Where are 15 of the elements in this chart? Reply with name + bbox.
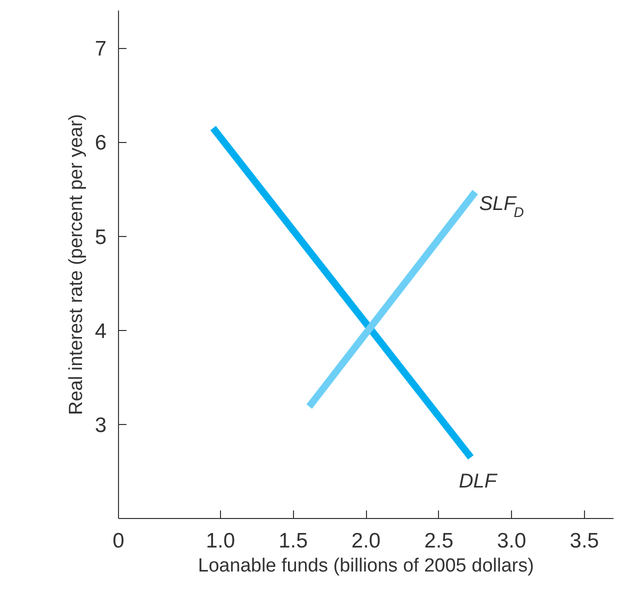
x-tick-label: 3.0 (496, 530, 526, 552)
x-axis-title: Loanable funds (billions of 2005 dollars) (198, 556, 534, 576)
y-tick-label: 7 (94, 38, 107, 61)
x-tick-label: 3.5 (570, 530, 599, 552)
y-tick-label: 5 (94, 226, 107, 249)
y-tick-label: 6 (94, 132, 107, 155)
x-tick-label: 0 (112, 530, 124, 552)
y-tick-label: 3 (94, 414, 107, 437)
x-tick-label: 2.0 (351, 530, 381, 552)
y-axis-title: Real interest rate (percent per year) (66, 114, 87, 415)
x-tick-label: 1.0 (206, 530, 236, 552)
x-tick-label: 1.5 (278, 530, 308, 552)
series-label: DLF (458, 470, 498, 492)
y-tick-label: 4 (94, 320, 107, 343)
x-tick-label: 2.5 (424, 530, 454, 552)
